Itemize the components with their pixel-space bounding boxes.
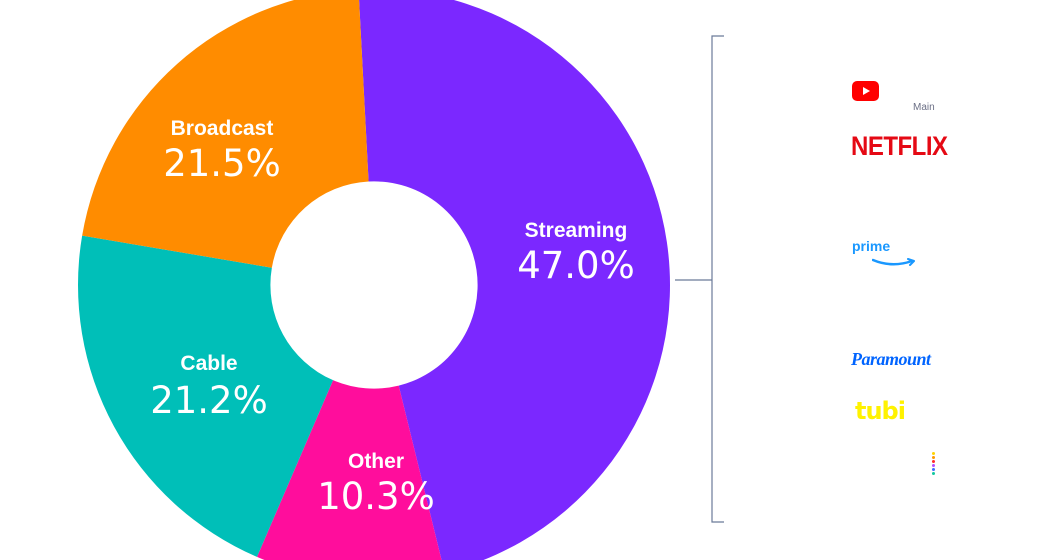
slice-value-broadcast: 21.5% — [163, 142, 281, 185]
slice-value-other: 10.3% — [317, 475, 435, 518]
slice-streaming — [359, 0, 670, 560]
slice-other — [257, 380, 442, 560]
youtube-icon — [852, 81, 879, 101]
peacock-icon — [932, 452, 936, 478]
slice-value-cable: 21.2% — [150, 379, 268, 422]
amazon-smile-icon — [872, 258, 915, 266]
peacock-dot — [932, 468, 935, 471]
youtube-main-label: Main — [913, 102, 935, 113]
slice-cable — [77, 235, 334, 557]
slice-value-streaming: 47.0% — [517, 244, 635, 287]
peacock-dot — [932, 456, 935, 459]
peacock-dot — [932, 460, 935, 463]
netflix-logo: NETFLIX — [851, 132, 948, 162]
peacock-dot — [932, 464, 935, 467]
prime-logo: prime — [852, 238, 922, 268]
slice-label-other: Other — [348, 450, 404, 473]
prime-logo-text: prime — [852, 238, 891, 254]
callout-bracket — [675, 35, 724, 523]
paramount-logo: Paramount — [851, 349, 931, 369]
play-icon — [863, 87, 870, 95]
slice-label-broadcast: Broadcast — [171, 117, 274, 140]
peacock-dot — [932, 472, 935, 475]
slice-label-cable: Cable — [180, 352, 237, 375]
slice-label-streaming: Streaming — [525, 219, 628, 242]
tubi-logo: tubi — [855, 397, 906, 425]
peacock-dot — [932, 452, 935, 455]
slice-broadcast — [82, 0, 369, 268]
callout-bracket-line — [711, 35, 724, 523]
slices-layer — [77, 0, 670, 560]
